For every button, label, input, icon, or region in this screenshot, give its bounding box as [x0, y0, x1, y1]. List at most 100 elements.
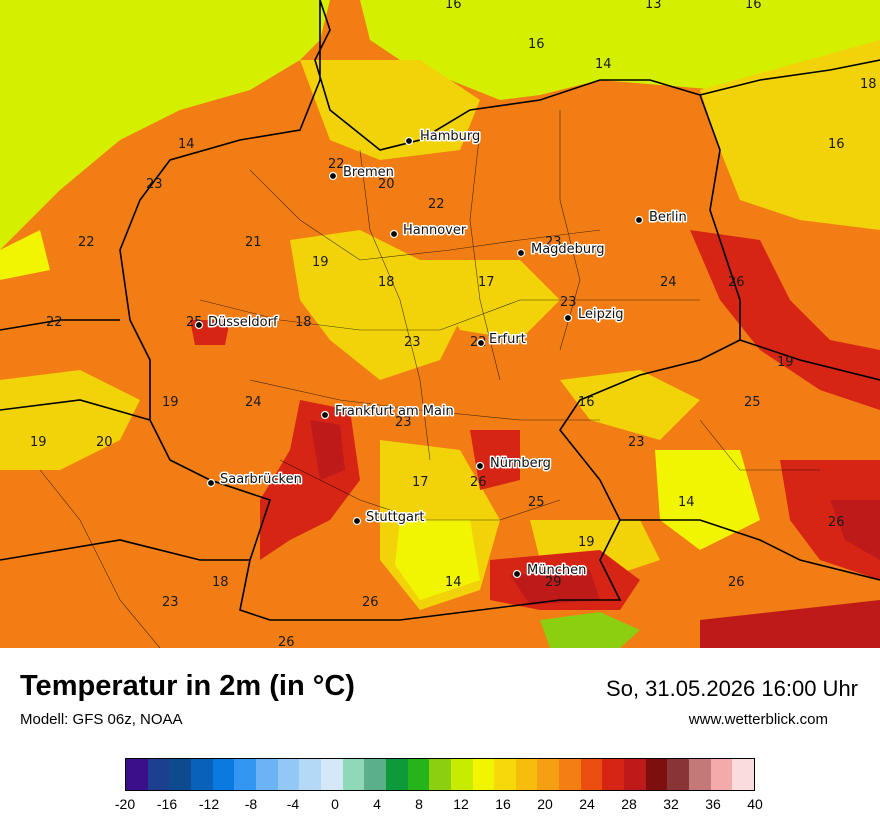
- legend-swatch: [710, 759, 733, 790]
- legend-tick-label: 40: [747, 796, 763, 812]
- temp-value: 18: [378, 275, 395, 290]
- temp-value: 24: [660, 275, 677, 290]
- temp-value: 22: [428, 197, 445, 212]
- temp-value: 23: [404, 335, 421, 350]
- city-erfurt[interactable]: Erfurt: [476, 331, 527, 349]
- temp-value: 18: [860, 77, 877, 92]
- temp-value: 20: [96, 435, 113, 450]
- city-magdeburg[interactable]: Magdeburg: [516, 241, 606, 259]
- temp-value: 23: [545, 235, 562, 250]
- city-stuttgart[interactable]: Stuttgart: [352, 509, 426, 527]
- legend-tick-label: 32: [663, 796, 679, 812]
- legend-swatch: [407, 759, 430, 790]
- legend-swatch: [732, 759, 755, 790]
- temp-value: 19: [312, 255, 329, 270]
- legend-swatch: [559, 759, 581, 790]
- forecast-datetime: So, 31.05.2026 16:00 Uhr: [606, 676, 858, 701]
- legend-swatch: [429, 759, 451, 790]
- legend-swatch: [320, 759, 343, 790]
- legend-swatch: [537, 759, 560, 790]
- legend-tick-label: 4: [373, 796, 381, 812]
- city-muenchen[interactable]: München: [512, 562, 588, 580]
- legend-tick-label: -16: [156, 796, 178, 812]
- svg-text:Düsseldorf: Düsseldorf: [208, 315, 278, 330]
- temp-value: 16: [828, 137, 845, 152]
- temp-value: 19: [578, 535, 595, 550]
- cities: Hamburg Bremen Hannover Berlin Magdeburg…: [194, 128, 688, 580]
- temp-value: 26: [362, 595, 379, 610]
- temp-value: 18: [212, 575, 229, 590]
- temp-value: 29: [545, 575, 562, 590]
- temp-value: 23: [162, 595, 179, 610]
- temp-value: 23: [560, 295, 577, 310]
- legend-tick-label: -20: [114, 796, 136, 812]
- legend-swatch: [624, 759, 646, 790]
- svg-text:München: München: [527, 563, 586, 578]
- legend-tick-label: -8: [244, 796, 258, 812]
- city-saarbruecken[interactable]: Saarbrücken: [206, 471, 303, 489]
- temp-value: 23: [395, 415, 412, 430]
- city-berlin[interactable]: Berlin: [634, 209, 688, 227]
- svg-text:Berlin: Berlin: [649, 210, 687, 225]
- legend-swatch: [645, 759, 668, 790]
- svg-text:Bremen: Bremen: [343, 165, 394, 180]
- model-info: Modell: GFS 06z, NOAA: [20, 711, 183, 728]
- temp-value: 21: [245, 235, 262, 250]
- temp-value: 26: [828, 515, 845, 530]
- alps-area: [540, 612, 640, 648]
- svg-text:Hamburg: Hamburg: [420, 129, 480, 144]
- legend-tick-label: -4: [286, 796, 300, 812]
- temp-value: 14: [595, 57, 612, 72]
- city-bremen[interactable]: Bremen: [328, 164, 395, 182]
- svg-text:Hannover: Hannover: [403, 223, 467, 238]
- legend-swatch: [602, 759, 625, 790]
- website-link[interactable]: www.wetterblick.com: [688, 711, 828, 728]
- temp-value: 24: [245, 395, 262, 410]
- city-duesseldorf[interactable]: Düsseldorf: [194, 314, 279, 332]
- temp-value: 17: [478, 275, 495, 290]
- legend-swatch: [255, 759, 278, 790]
- legend-tick-label: 20: [537, 796, 553, 812]
- temp-value: 26: [728, 575, 745, 590]
- temp-value: 16: [745, 0, 762, 12]
- temp-value: 23: [628, 435, 645, 450]
- map-title: Temperatur in 2m (in °C): [20, 670, 355, 702]
- svg-text:Stuttgart: Stuttgart: [366, 510, 424, 525]
- legend-swatch: [169, 759, 191, 790]
- legend-swatch: [450, 759, 473, 790]
- temp-value: 14: [445, 575, 462, 590]
- legend-swatch: [472, 759, 495, 790]
- temp-value: 18: [295, 315, 312, 330]
- color-legend-bar: [125, 758, 755, 791]
- temp-value: 26: [728, 275, 745, 290]
- svg-text:Erfurt: Erfurt: [489, 332, 526, 347]
- temp-value: 19: [30, 435, 47, 450]
- svg-text:Nürnberg: Nürnberg: [490, 456, 551, 471]
- temp-value: 25: [744, 395, 761, 410]
- city-leipzig[interactable]: Leipzig: [563, 306, 625, 324]
- temp-value: 14: [178, 137, 195, 152]
- legend-tick-label: 12: [453, 796, 469, 812]
- temp-value: 16: [528, 37, 545, 52]
- legend-swatch: [147, 759, 170, 790]
- temp-value: 26: [278, 635, 295, 648]
- temp-value: 16: [445, 0, 462, 12]
- city-nuernberg[interactable]: Nürnberg: [475, 455, 552, 473]
- svg-text:Magdeburg: Magdeburg: [531, 242, 605, 257]
- legend-tick-label: 16: [495, 796, 511, 812]
- temp-value: 22: [78, 235, 95, 250]
- baltic-sea-area: [360, 0, 880, 100]
- legend-swatch: [234, 759, 256, 790]
- legend-swatch: [494, 759, 516, 790]
- legend-swatch: [190, 759, 213, 790]
- legend-tick-label: 0: [331, 796, 339, 812]
- legend-swatch: [277, 759, 300, 790]
- city-hamburg[interactable]: Hamburg: [404, 128, 482, 146]
- city-hannover[interactable]: Hannover: [389, 222, 468, 240]
- legend-swatch: [212, 759, 235, 790]
- borders: [0, 0, 880, 621]
- svg-text:Leipzig: Leipzig: [578, 307, 624, 322]
- color-legend-ticks: -20 -16 -12 -8 -4 0 4 8 12 16 20 24 28 32 36 40: [115, 796, 763, 816]
- city-frankfurt[interactable]: Frankfurt am Main: [320, 403, 455, 421]
- legend-swatch: [364, 759, 386, 790]
